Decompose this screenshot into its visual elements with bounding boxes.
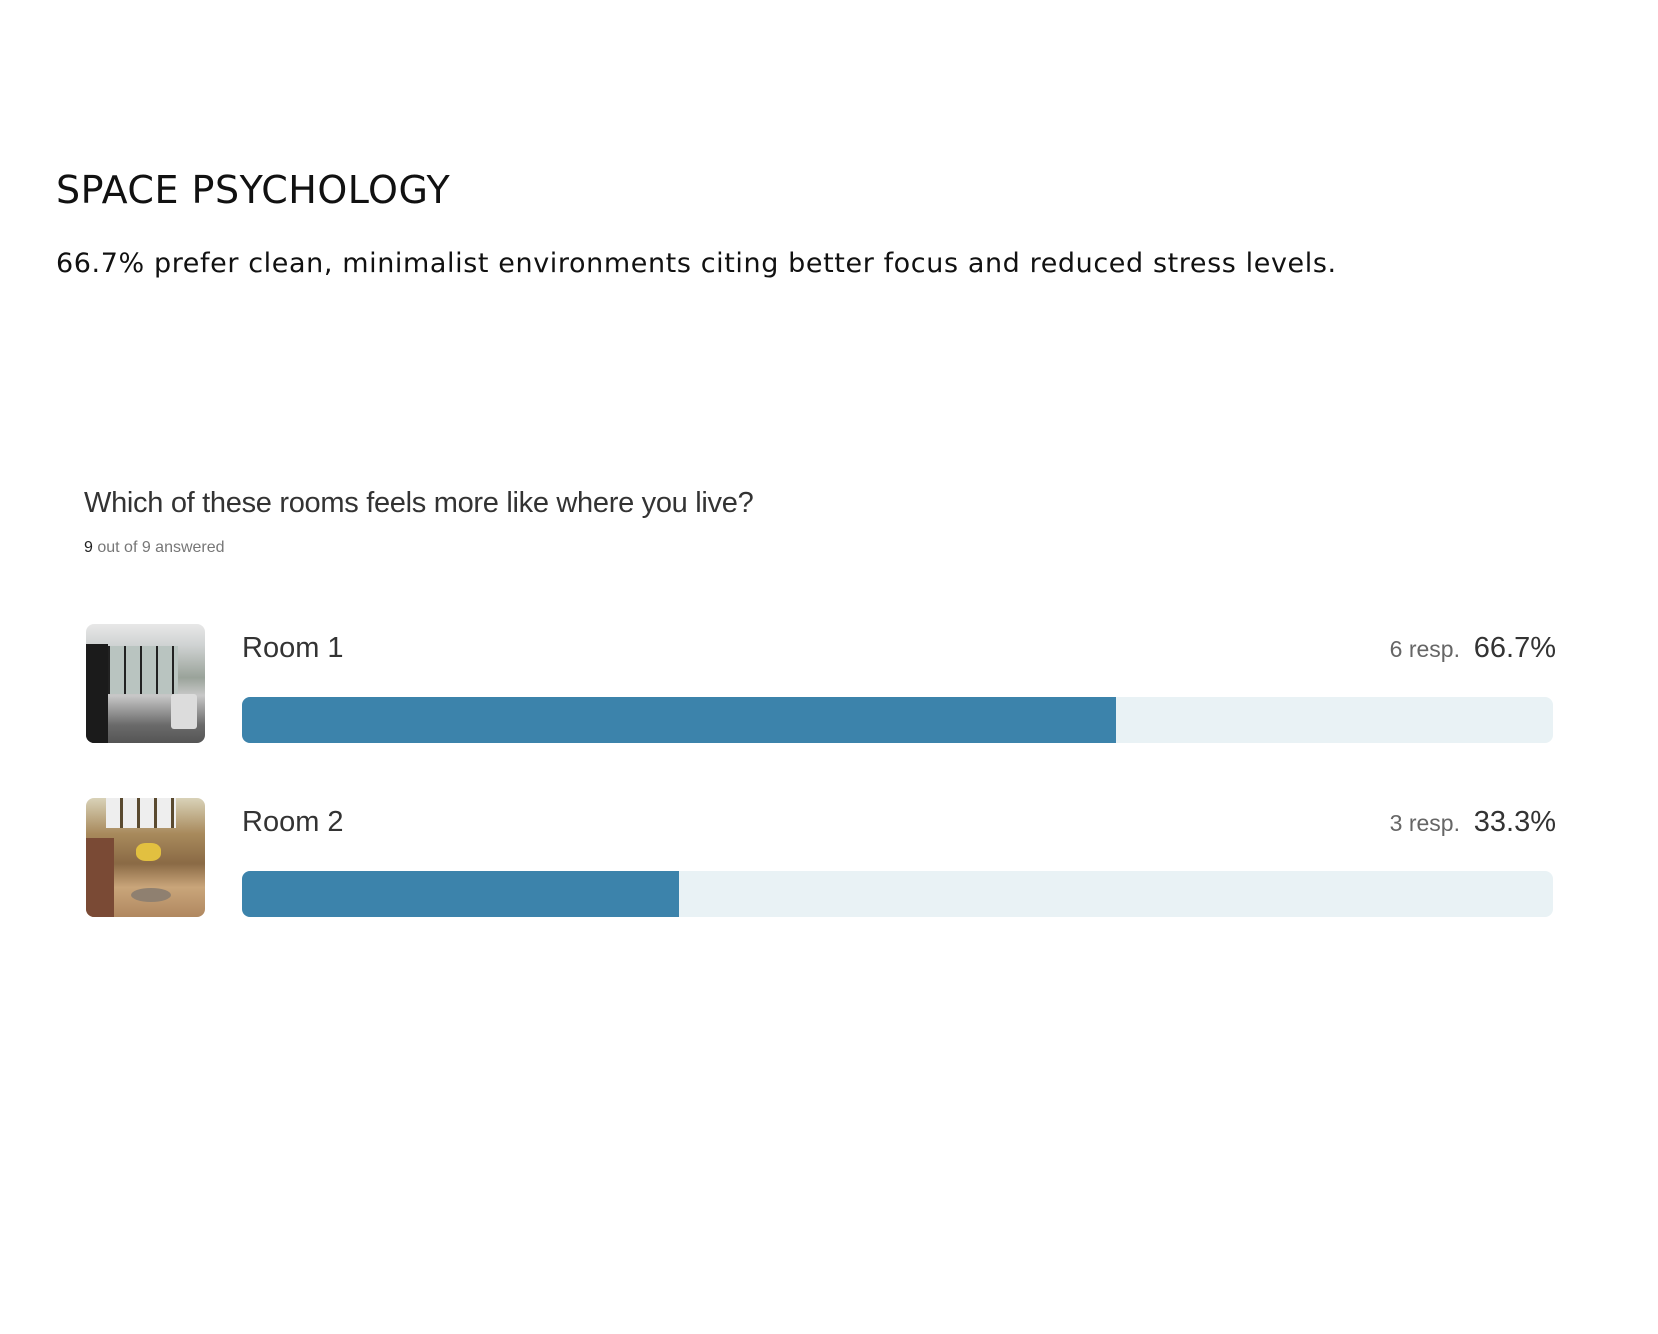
progress-track [242,697,1553,743]
option-responses: 3 resp. [1389,810,1460,836]
room-1-image [86,624,205,743]
option-responses: 6 resp. [1389,636,1460,662]
progress-track [242,871,1553,917]
option-label: Room 2 [242,806,344,838]
option-label: Room 1 [242,632,344,664]
poll-question: Which of these rooms feels more like whe… [84,487,754,519]
answered-number: 9 [84,539,93,556]
option-percent: 33.3% [1473,806,1556,838]
section-title: SPACE PSYCHOLOGY [56,168,451,212]
progress-fill [242,871,679,917]
poll-option-room-1[interactable]: Room 1 6 resp. 66.7% [86,624,1556,744]
answered-suffix: out of 9 answered [97,539,225,556]
option-percent: 66.7% [1473,632,1556,664]
poll-option-room-2[interactable]: Room 2 3 resp. 33.3% [86,798,1556,918]
section-summary: 66.7% prefer clean, minimalist environme… [56,248,1337,279]
answered-count: 9 out of 9 answered [84,539,225,557]
room-2-image [86,798,205,917]
progress-fill [242,697,1117,743]
